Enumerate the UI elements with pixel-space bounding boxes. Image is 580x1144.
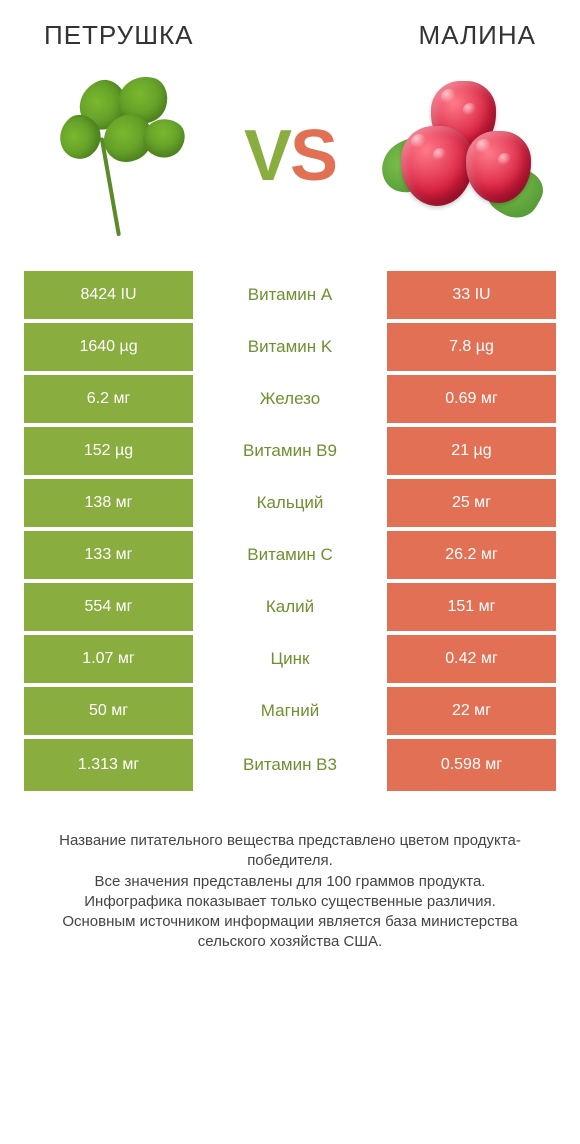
cell-nutrient-label: Витамин B9 bbox=[197, 427, 383, 475]
cell-nutrient-label: Калий bbox=[197, 583, 383, 631]
footer-note: Название питательного вещества представл… bbox=[24, 791, 556, 953]
vs-s: S bbox=[290, 116, 336, 196]
cell-right-value: 25 мг bbox=[383, 479, 556, 527]
cell-nutrient-label: Витамин B3 bbox=[197, 739, 383, 791]
cell-nutrient-label: Витамин C bbox=[197, 531, 383, 579]
table-row: 6.2 мгЖелезо0.69 мг bbox=[24, 375, 556, 427]
table-row: 138 мгКальций25 мг bbox=[24, 479, 556, 531]
table-row: 152 µgВитамин B921 µg bbox=[24, 427, 556, 479]
titles-row: ПЕТРУШКА МАЛИНА bbox=[24, 20, 556, 61]
table-row: 133 мгВитамин C26.2 мг bbox=[24, 531, 556, 583]
cell-nutrient-label: Витамин A bbox=[197, 271, 383, 319]
vs-label: VS bbox=[244, 115, 336, 197]
cell-left-value: 1.07 мг bbox=[24, 635, 197, 683]
cell-nutrient-label: Кальций bbox=[197, 479, 383, 527]
cell-right-value: 0.598 мг bbox=[383, 739, 556, 791]
cell-nutrient-label: Цинк bbox=[197, 635, 383, 683]
table-row: 8424 IUВитамин A33 IU bbox=[24, 271, 556, 323]
cell-right-value: 33 IU bbox=[383, 271, 556, 319]
comparison-table: 8424 IUВитамин A33 IU1640 µgВитамин K7.8… bbox=[24, 271, 556, 791]
cell-right-value: 0.42 мг bbox=[383, 635, 556, 683]
cell-right-value: 7.8 µg bbox=[383, 323, 556, 371]
cell-left-value: 8424 IU bbox=[24, 271, 197, 319]
table-row: 50 мгМагний22 мг bbox=[24, 687, 556, 739]
table-row: 1.07 мгЦинк0.42 мг bbox=[24, 635, 556, 687]
table-row: 554 мгКалий151 мг bbox=[24, 583, 556, 635]
cell-right-value: 0.69 мг bbox=[383, 375, 556, 423]
table-row: 1640 µgВитамин K7.8 µg bbox=[24, 323, 556, 375]
raspberry-image bbox=[376, 71, 546, 241]
cell-left-value: 554 мг bbox=[24, 583, 197, 631]
title-left: ПЕТРУШКА bbox=[44, 20, 194, 51]
cell-left-value: 1640 µg bbox=[24, 323, 197, 371]
cell-right-value: 26.2 мг bbox=[383, 531, 556, 579]
table-row: 1.313 мгВитамин B30.598 мг bbox=[24, 739, 556, 791]
cell-left-value: 133 мг bbox=[24, 531, 197, 579]
cell-right-value: 151 мг bbox=[383, 583, 556, 631]
cell-right-value: 22 мг bbox=[383, 687, 556, 735]
cell-left-value: 50 мг bbox=[24, 687, 197, 735]
cell-left-value: 138 мг bbox=[24, 479, 197, 527]
cell-nutrient-label: Витамин K bbox=[197, 323, 383, 371]
cell-left-value: 6.2 мг bbox=[24, 375, 197, 423]
cell-nutrient-label: Магний bbox=[197, 687, 383, 735]
vs-v: V bbox=[244, 116, 290, 196]
title-right: МАЛИНА bbox=[419, 20, 536, 51]
cell-left-value: 152 µg bbox=[24, 427, 197, 475]
cell-nutrient-label: Железо bbox=[197, 375, 383, 423]
cell-right-value: 21 µg bbox=[383, 427, 556, 475]
hero-row: VS bbox=[24, 61, 556, 271]
parsley-image bbox=[34, 71, 204, 241]
cell-left-value: 1.313 мг bbox=[24, 739, 197, 791]
